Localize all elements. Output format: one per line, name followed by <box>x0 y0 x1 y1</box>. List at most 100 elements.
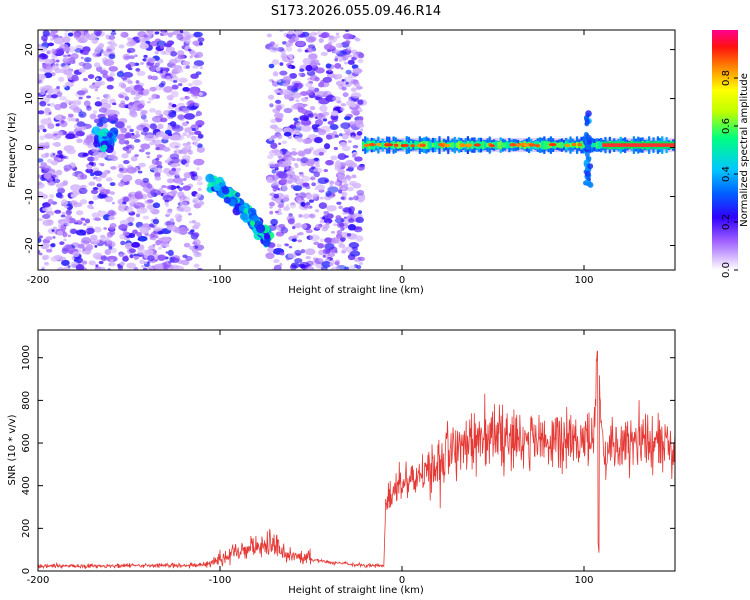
spectrogram-blob <box>101 144 108 151</box>
spectrogram-speckle <box>189 55 193 59</box>
spectrogram-speckle <box>309 106 316 111</box>
spectrogram-speckle <box>333 49 340 55</box>
spectrogram-speckle <box>109 191 115 196</box>
spectrogram-speckle <box>170 257 180 264</box>
spectrogram-speckle <box>42 165 52 171</box>
spectrogram-speckle <box>154 136 158 140</box>
carrier-core <box>548 142 557 147</box>
spectrogram-speckle <box>190 73 199 79</box>
snr-ytick-label: 1000 <box>21 345 32 370</box>
carrier-core <box>465 143 473 147</box>
spectrogram-speckle <box>341 178 348 184</box>
spectrogram-speckle <box>169 141 181 149</box>
spectrogram-speckle <box>95 53 100 57</box>
spectrogram-speckle <box>350 87 357 92</box>
spectrogram-speckle <box>86 164 93 170</box>
spectrogram-speckle <box>288 38 296 43</box>
spectrogram-speckle <box>295 196 302 203</box>
spectrogram-speckle <box>281 186 288 192</box>
spectrogram-speckle <box>165 43 173 48</box>
carrier-body <box>453 143 456 148</box>
spectrogram-speckle <box>273 185 279 190</box>
spectrogram-speckle <box>314 116 318 120</box>
spectrogram-speckle <box>329 262 334 266</box>
spectrogram-speckle <box>313 171 320 178</box>
spectrogram-speckle <box>54 103 62 111</box>
spectrogram-speckle <box>106 48 112 52</box>
spectrogram-speckle <box>177 215 183 219</box>
spectrogram-speckle <box>317 128 327 136</box>
spectrogram-speckle <box>321 226 329 232</box>
carrier-body <box>407 142 411 148</box>
spectrogram-speckle <box>115 121 125 128</box>
spectrogram-speckle <box>89 113 97 120</box>
carrier-body <box>499 140 502 150</box>
spectrogram-arc <box>238 204 245 211</box>
spectrogram-speckle <box>283 131 292 137</box>
spectrogram-speckle <box>197 267 203 270</box>
spectrogram-speckle <box>280 227 289 234</box>
spectrogram-disturbance <box>586 156 592 161</box>
spectrogram-speckle <box>126 125 132 129</box>
spectrogram-speckle <box>293 117 299 122</box>
spectrogram-speckle <box>322 216 326 220</box>
spectrogram-arc <box>249 220 256 226</box>
spectrogram-speckle <box>126 37 133 41</box>
spectrogram-speckle <box>149 123 157 130</box>
spectrogram-speckle <box>322 118 328 122</box>
spectrogram-speckle <box>54 209 62 214</box>
spectrogram-speckle <box>328 195 334 199</box>
spectrogram-speckle <box>285 166 289 170</box>
spectrogram-speckle <box>159 44 165 49</box>
spectrogram-speckle <box>272 71 279 77</box>
spectrogram-speckle <box>91 37 99 44</box>
spectrogram-speckle <box>38 110 45 115</box>
spectrogram-speckle <box>347 178 351 182</box>
snr-ytick-label: 200 <box>21 519 32 538</box>
spectrogram-arc <box>263 233 271 240</box>
spectrogram-speckle <box>71 172 76 176</box>
spectrogram-speckle <box>83 100 91 107</box>
spectrogram-speckle <box>295 99 300 103</box>
spectrogram-speckle <box>44 254 50 260</box>
spectrogram-speckle <box>357 58 364 64</box>
spectrogram-speckle <box>193 31 203 38</box>
spectrogram-speckle <box>57 48 64 56</box>
spectrogram-speckle <box>147 32 153 37</box>
spectrogram-speckle <box>192 241 198 246</box>
spectrogram-speckle <box>329 123 339 130</box>
spectrogram-speckle <box>98 210 102 213</box>
spectrogram-speckle <box>67 116 73 122</box>
spectrogram-speckle <box>276 133 283 140</box>
spectrogram-speckle <box>182 177 187 181</box>
spectrogram-speckle <box>197 187 202 192</box>
spectrogram-speckle <box>273 193 280 199</box>
carrier-core <box>402 143 409 148</box>
spectrogram-speckle <box>318 151 324 156</box>
spectrogram-speckle <box>120 240 126 246</box>
spectrogram-speckle <box>327 252 336 257</box>
spectrogram-speckle <box>284 94 291 100</box>
spectrogram-speckle <box>296 122 303 128</box>
spectrogram-speckle <box>185 34 192 41</box>
spectrogram-speckle <box>181 159 187 165</box>
spectrogram-speckle <box>300 91 308 96</box>
spectrogram-speckle <box>348 197 354 201</box>
spectrogram-speckle <box>328 68 332 72</box>
spectrogram-speckle <box>124 132 132 139</box>
spectrogram-speckle <box>62 231 68 238</box>
spectrogram-speckle <box>135 190 143 198</box>
spectrogram-speckle <box>283 169 287 173</box>
spectrogram-speckle <box>107 154 116 160</box>
spectrogram-speckle <box>98 260 104 265</box>
spectrogram-speckle <box>106 241 116 248</box>
spectrogram-speckle <box>319 238 324 243</box>
spectrogram-speckle <box>45 248 53 253</box>
spectrogram-speckle <box>38 129 41 133</box>
spectrogram-speckle <box>100 255 108 262</box>
spectrogram-speckle <box>129 254 134 259</box>
spectrogram-speckle <box>356 85 362 90</box>
spectrogram-speckle <box>168 111 177 118</box>
spectrogram-speckle <box>305 82 313 88</box>
spectrogram-speckle <box>72 251 80 258</box>
